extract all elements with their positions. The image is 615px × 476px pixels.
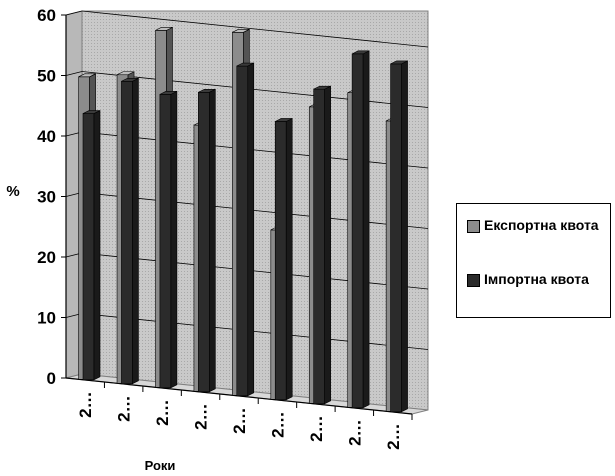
bar-import-4-front <box>198 91 210 393</box>
y-tick-label: 0 <box>47 369 56 388</box>
bar-import-6 <box>274 117 293 401</box>
bar-import-3-side <box>170 90 178 389</box>
bar-export-2-top <box>116 71 135 76</box>
y-tick-label: 30 <box>37 188 56 207</box>
x-tick-label: 2… <box>345 419 364 445</box>
bar-import-8 <box>351 50 370 409</box>
bar-export-5-top <box>232 29 250 33</box>
bar-import-7-side <box>324 85 331 405</box>
bar-import-8-side <box>362 50 370 409</box>
x-tick-label: 2… <box>230 407 249 433</box>
bar-import-4-top <box>198 88 216 93</box>
bar-import-5-top <box>236 62 254 67</box>
legend-item-import: Імпортна квота <box>467 270 604 288</box>
bar-import-7-top <box>313 85 331 90</box>
legend-item-export: Експортна квота <box>467 216 604 234</box>
legend-swatch-export <box>467 220 480 233</box>
gridline <box>81 192 429 229</box>
bar-import-1-top <box>82 110 101 114</box>
bar-import-2 <box>121 77 139 385</box>
y-tick-label: 50 <box>37 67 56 86</box>
bar-import-9-side <box>401 60 408 413</box>
y-tick-label: 60 <box>37 6 56 25</box>
legend-label-import: Імпортна квота <box>484 271 589 287</box>
bar-import-1-side <box>93 110 101 381</box>
bar-import-7-front <box>313 88 325 405</box>
bar-import-3 <box>159 90 178 389</box>
gridline-side <box>65 10 83 16</box>
bar-import-1-front <box>82 113 95 381</box>
bar-export-1-top <box>78 73 96 78</box>
bar-import-8-top <box>351 50 370 55</box>
bar-import-8-front <box>351 53 364 409</box>
x-tick-label: 2… <box>192 403 211 429</box>
x-tick-label: 2… <box>384 423 403 449</box>
bar-import-3-top <box>159 91 178 95</box>
bar-import-4-side <box>209 88 216 393</box>
bar-import-2-front <box>121 80 133 385</box>
bar-import-1 <box>82 110 101 381</box>
bar-import-4 <box>198 88 216 393</box>
bar-import-6-front <box>274 121 287 401</box>
gridline <box>81 71 429 108</box>
y-tick-label: 10 <box>37 309 56 328</box>
x-tick-label: 2… <box>307 415 326 441</box>
bar-import-5 <box>236 62 255 397</box>
bar-import-3-front <box>159 94 172 389</box>
bar-import-5-side <box>247 62 255 397</box>
bar-import-9 <box>390 60 408 413</box>
bar-export-3-top <box>155 27 173 31</box>
x-tick-label: 2… <box>115 395 134 421</box>
bar-import-6-side <box>285 117 293 401</box>
x-axis-title: Роки <box>145 458 176 473</box>
gridline <box>81 131 429 169</box>
y-axis-title: % <box>6 183 19 200</box>
y-tick-label: 20 <box>37 248 56 267</box>
legend: Експортна квота Імпортна квота <box>456 203 611 318</box>
bar-import-9-front <box>390 63 402 413</box>
bar-import-7 <box>313 85 331 405</box>
gridline <box>81 10 429 48</box>
x-tick-label: 2… <box>153 399 172 425</box>
x-tick-label: 2… <box>76 391 95 417</box>
legend-swatch-import <box>467 274 480 287</box>
gridline-side <box>65 71 83 76</box>
legend-label-export: Експортна квота <box>484 217 599 233</box>
x-tick-label: 2… <box>268 411 287 437</box>
gridline <box>81 252 429 290</box>
y-tick-label: 40 <box>37 127 56 146</box>
bar-import-6-top <box>275 118 293 122</box>
bar-import-5-front <box>236 65 249 397</box>
bar-import-2-side <box>132 77 139 385</box>
bar-import-9-top <box>390 60 408 65</box>
gridline <box>81 313 429 350</box>
bar-import-2-top <box>121 77 139 82</box>
